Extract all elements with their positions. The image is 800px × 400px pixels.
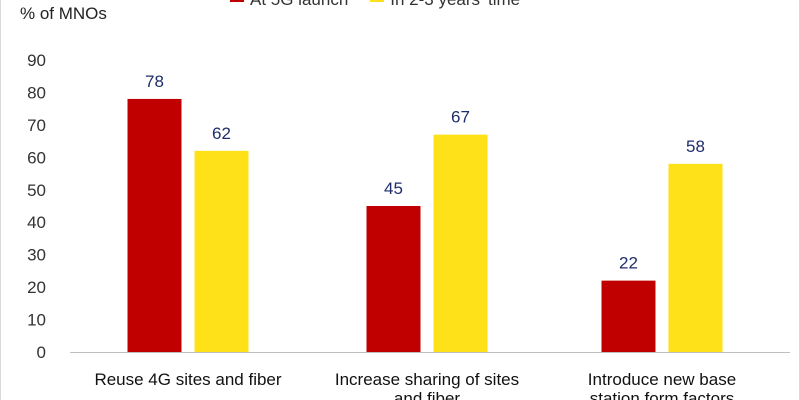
legend-label-series-1: At 5G launch [250, 0, 348, 10]
x-category-label: Reuse 4G sites and fiber [94, 370, 281, 389]
y-tick-label: 50 [27, 181, 46, 200]
legend-swatch-series-2 [370, 0, 385, 2]
data-label: 58 [686, 137, 705, 156]
data-label: 78 [145, 72, 164, 91]
y-tick-label: 40 [27, 213, 46, 232]
y-tick-label: 70 [27, 116, 46, 135]
x-category-label: and fiber [394, 389, 460, 400]
legend-swatch-series-1 [230, 0, 244, 2]
x-category-label: station form factors [590, 389, 735, 400]
legend-item-series-1: At 5G launch [230, 0, 348, 10]
x-category-label: Introduce new base [588, 370, 736, 389]
legend-item-series-2: In 2-3 years' time [370, 0, 520, 10]
legend: At 5G launch In 2-3 years' time [230, 0, 520, 11]
y-tick-label: 90 [27, 51, 46, 70]
y-tick-label: 10 [27, 311, 46, 330]
bar-1-1 [127, 98, 182, 352]
y-tick-label: 20 [27, 278, 46, 297]
data-label: 67 [451, 108, 470, 127]
legend-label-series-2: In 2-3 years' time [390, 0, 520, 10]
data-label: 62 [212, 124, 231, 143]
y-axis-label: % of MNOs [20, 4, 107, 23]
bar-2-1 [194, 150, 249, 352]
bar-1-3 [601, 280, 656, 352]
y-tick-label: 80 [27, 83, 46, 102]
y-tick-label: 0 [37, 343, 46, 362]
data-label: 45 [384, 179, 403, 198]
x-category-label: Increase sharing of sites [335, 370, 519, 389]
y-tick-label: 30 [27, 246, 46, 265]
data-label: 22 [619, 254, 638, 273]
y-tick-label: 60 [27, 148, 46, 167]
bar-2-2 [433, 134, 488, 352]
bar-1-2 [366, 206, 421, 352]
bar-2-3 [668, 163, 723, 352]
